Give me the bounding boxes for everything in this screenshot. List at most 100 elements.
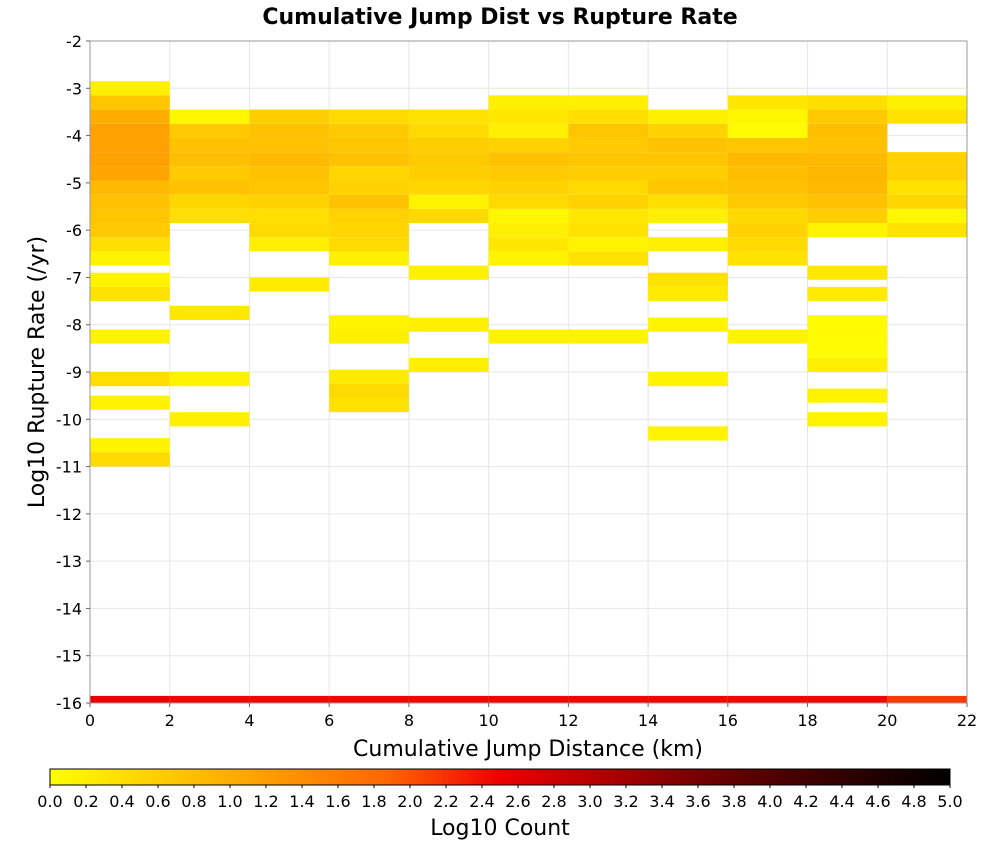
colorbar-tick-label: 1.2 xyxy=(253,792,278,811)
heatmap-cell xyxy=(807,95,888,110)
x-tick-label: 6 xyxy=(324,711,334,730)
heatmap-cell xyxy=(329,208,409,224)
heatmap-cell xyxy=(488,237,569,252)
heatmap-cell xyxy=(648,194,728,209)
colorbar-tick-label: 1.4 xyxy=(289,792,314,811)
heatmap-cell xyxy=(249,152,330,167)
heatmap-cell xyxy=(90,372,170,387)
colorbar-tick-label: 2.2 xyxy=(433,792,458,811)
colorbar-tick-label: 2.0 xyxy=(397,792,422,811)
heatmap-cell xyxy=(329,383,409,399)
heatmap-cell xyxy=(727,152,808,167)
colorbar-label: Log10 Count xyxy=(430,816,570,841)
heatmap-cell xyxy=(648,152,728,167)
heatmap-cell xyxy=(488,695,569,703)
heatmap-cell xyxy=(887,194,967,209)
heatmap-cell xyxy=(249,137,330,153)
heatmap-cell xyxy=(648,109,728,124)
heatmap-cell xyxy=(648,286,728,302)
heatmap-cell xyxy=(249,223,330,238)
colorbar-tick-label: 4.4 xyxy=(829,792,854,811)
heatmap-cell xyxy=(90,695,170,703)
heatmap-cell xyxy=(169,208,250,224)
heatmap-cell xyxy=(488,137,569,153)
heatmap-cell xyxy=(488,166,569,181)
y-tick-label: -2 xyxy=(66,32,82,51)
y-tick-label: -12 xyxy=(56,505,82,524)
heatmap-cell xyxy=(90,329,170,344)
heatmap-cell xyxy=(329,398,409,413)
heatmap-cell xyxy=(488,152,569,167)
colorbar-tick-label: 4.0 xyxy=(757,792,782,811)
heatmap-cell xyxy=(488,194,569,209)
heatmap-cell xyxy=(408,194,489,209)
heatmap-cell xyxy=(648,123,728,138)
heatmap-cell xyxy=(90,137,170,153)
x-tick-label: 12 xyxy=(558,711,578,730)
y-tick-label: -8 xyxy=(66,316,82,335)
heatmap-cell xyxy=(727,166,808,181)
heatmap-cell xyxy=(568,223,649,238)
heatmap-cell xyxy=(408,695,489,703)
heatmap-cell xyxy=(488,109,569,124)
heatmap-cell xyxy=(727,237,808,252)
heatmap-cell xyxy=(488,329,569,344)
colorbar-tick-label: 2.8 xyxy=(541,792,566,811)
heatmap-cell xyxy=(807,695,888,703)
heatmap-cell xyxy=(169,166,250,181)
heatmap-cell xyxy=(568,166,649,181)
heatmap-cell xyxy=(249,194,330,209)
heatmap-cell xyxy=(408,166,489,181)
heatmap-cell xyxy=(568,137,649,153)
colorbar-ticks: 0.0 0.2 0.4 0.6 0.8 1.0 1.2 1.4 1.6 1.8 2.0 2.2 2.4 2… xyxy=(37,785,963,811)
heatmap-cell xyxy=(408,137,489,153)
heatmap-cell xyxy=(408,357,489,372)
heatmap-cell xyxy=(90,438,170,453)
heatmap-cell xyxy=(648,237,728,252)
heatmap-cell xyxy=(648,166,728,181)
heatmap-cell xyxy=(568,180,649,195)
heatmap-cell xyxy=(648,317,728,332)
heatmap-cell xyxy=(887,152,967,167)
y-tick-label: -4 xyxy=(66,127,82,146)
heatmap-cell xyxy=(90,452,170,467)
heatmap-cell xyxy=(329,123,409,138)
heatmap-cell xyxy=(807,388,888,403)
x-axis-label: Cumulative Jump Distance (km) xyxy=(353,737,703,762)
heatmap-cell xyxy=(408,152,489,167)
heatmap-cells xyxy=(90,81,967,703)
x-tick-label: 22 xyxy=(957,711,977,730)
heatmap-cell xyxy=(329,315,409,330)
heatmap-cell xyxy=(169,695,250,703)
heatmap-cell xyxy=(249,180,330,195)
heatmap-cell xyxy=(169,137,250,153)
x-tick-label: 4 xyxy=(244,711,254,730)
y-tick-label: -10 xyxy=(56,410,82,429)
heatmap-cell xyxy=(807,180,888,195)
heatmap-cell xyxy=(90,208,170,224)
heatmap-cell xyxy=(90,237,170,252)
heatmap-cell xyxy=(807,329,888,344)
heatmap-cell xyxy=(90,272,170,287)
heatmap-cell xyxy=(727,194,808,209)
heatmap-cell xyxy=(568,152,649,167)
heatmap-cell xyxy=(727,123,808,138)
heatmap-cell xyxy=(887,695,967,703)
heatmap-cell xyxy=(568,95,649,110)
heatmap-cell xyxy=(329,695,409,703)
heatmap-cell xyxy=(887,180,967,195)
heatmap-cell xyxy=(807,166,888,181)
heatmap-cell xyxy=(90,194,170,209)
heatmap-cell xyxy=(648,426,728,441)
heatmap-cell xyxy=(329,369,409,384)
x-axis-ticks: 0 2 4 6 8 10 12 14 16 18 20 22 xyxy=(85,703,977,730)
x-tick-label: 18 xyxy=(797,711,817,730)
heatmap-cell xyxy=(329,137,409,153)
heatmap-cell xyxy=(488,223,569,238)
heatmap-cell xyxy=(887,208,967,224)
heatmap-cell xyxy=(169,372,250,387)
heatmap-cell xyxy=(648,272,728,287)
colorbar-tick-label: 3.0 xyxy=(577,792,602,811)
heatmap-cell xyxy=(727,251,808,266)
